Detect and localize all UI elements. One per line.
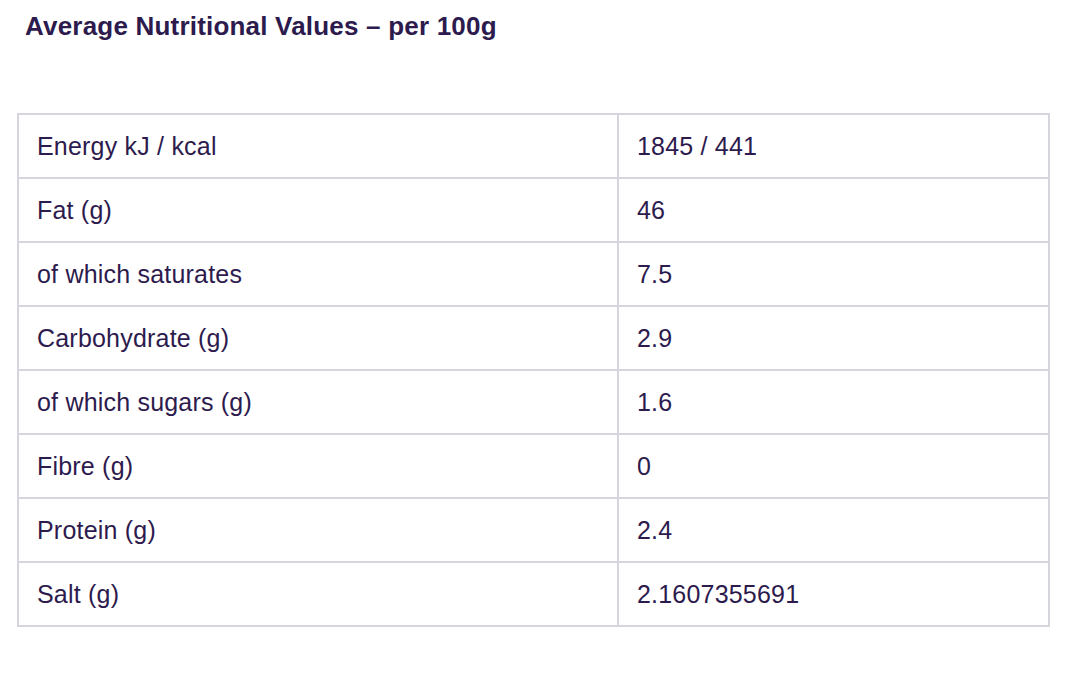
table-row-sugars: of which sugars (g) 1.6 [18,370,1049,434]
nutrient-value-cell: 2.4 [618,498,1049,562]
nutrient-value-cell: 7.5 [618,242,1049,306]
nutrient-label-cell: of which sugars (g) [18,370,618,434]
nutrient-label-cell: Fat (g) [18,178,618,242]
table-row-fibre: Fibre (g) 0 [18,434,1049,498]
nutrient-value-cell: 46 [618,178,1049,242]
table-row-energy: Energy kJ / kcal 1845 / 441 [18,114,1049,178]
nutrient-value-cell: 1845 / 441 [618,114,1049,178]
table-row-fat: Fat (g) 46 [18,178,1049,242]
table-row-saturates: of which saturates 7.5 [18,242,1049,306]
nutrient-value-cell: 2.1607355691 [618,562,1049,626]
nutrient-label-cell: Protein (g) [18,498,618,562]
table-row-protein: Protein (g) 2.4 [18,498,1049,562]
nutrition-table: Energy kJ / kcal 1845 / 441 Fat (g) 46 o… [17,113,1050,627]
nutrient-label-cell: Carbohydrate (g) [18,306,618,370]
nutrient-value-cell: 2.9 [618,306,1049,370]
nutrient-label-cell: of which saturates [18,242,618,306]
nutrient-value-cell: 0 [618,434,1049,498]
table-row-carbohydrate: Carbohydrate (g) 2.9 [18,306,1049,370]
page-title: Average Nutritional Values – per 100g [25,11,497,42]
nutrient-value-cell: 1.6 [618,370,1049,434]
table-row-salt: Salt (g) 2.1607355691 [18,562,1049,626]
nutrient-label-cell: Energy kJ / kcal [18,114,618,178]
nutrient-label-cell: Fibre (g) [18,434,618,498]
nutrient-label-cell: Salt (g) [18,562,618,626]
